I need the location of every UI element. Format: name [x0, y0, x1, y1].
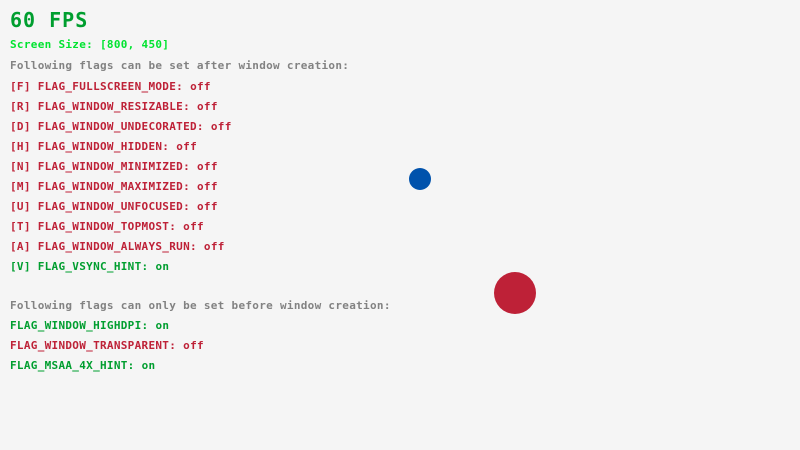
flag-state: on — [141, 359, 156, 372]
flag-row-fullscreen-mode: [F] FLAG_FULLSCREEN_MODE: off — [10, 80, 232, 100]
flag-label: [U] FLAG_WINDOW_UNFOCUSED: — [10, 200, 190, 213]
flag-state: off — [203, 240, 225, 253]
flag-row-window-undecorated: [D] FLAG_WINDOW_UNDECORATED: off — [10, 120, 232, 140]
flag-label: FLAG_MSAA_4X_HINT: — [10, 359, 135, 372]
flag-row-msaa-4x-hint: FLAG_MSAA_4X_HINT: on — [10, 359, 204, 379]
flag-list-before-creation: FLAG_WINDOW_HIGHDPI: on FLAG_WINDOW_TRANS… — [10, 319, 204, 379]
flag-label: [D] FLAG_WINDOW_UNDECORATED: — [10, 120, 204, 133]
flag-row-window-always-run: [A] FLAG_WINDOW_ALWAYS_RUN: off — [10, 240, 232, 260]
flag-label: [F] FLAG_FULLSCREEN_MODE: — [10, 80, 184, 93]
flag-row-vsync-hint: [V] FLAG_VSYNC_HINT: on — [10, 260, 232, 280]
flag-state: off — [183, 339, 204, 352]
flag-state: off — [190, 80, 211, 93]
flag-state: off — [197, 160, 218, 173]
flag-row-window-minimized: [N] FLAG_WINDOW_MINIMIZED: off — [10, 160, 232, 180]
flag-label: [H] FLAG_WINDOW_HIDDEN: — [10, 140, 170, 153]
flag-row-window-topmost: [T] FLAG_WINDOW_TOPMOST: off — [10, 220, 232, 240]
flag-label: [M] FLAG_WINDOW_MAXIMIZED: — [10, 180, 190, 193]
flag-label: FLAG_WINDOW_TRANSPARENT: — [10, 339, 177, 352]
flag-row-window-resizable: [R] FLAG_WINDOW_RESIZABLE: off — [10, 100, 232, 120]
flag-state: off — [197, 100, 218, 113]
flag-label: [T] FLAG_WINDOW_TOPMOST: — [10, 220, 177, 233]
flag-state: off — [197, 180, 218, 193]
section-heading-after-creation: Following flags can be set after window … — [10, 59, 350, 72]
flag-state: off — [176, 140, 197, 153]
flag-state: off — [197, 200, 218, 213]
flag-row-window-hidden: [H] FLAG_WINDOW_HIDDEN: off — [10, 140, 232, 160]
red-ball — [494, 272, 536, 314]
flag-state: off — [210, 120, 232, 133]
flag-row-window-highdpi: FLAG_WINDOW_HIGHDPI: on — [10, 319, 204, 339]
blue-ball — [409, 168, 431, 190]
flag-label: [A] FLAG_WINDOW_ALWAYS_RUN: — [10, 240, 197, 253]
flag-label: [R] FLAG_WINDOW_RESIZABLE: — [10, 100, 190, 113]
flag-label: [V] FLAG_VSYNC_HINT: — [10, 260, 149, 273]
flag-state: off — [183, 220, 204, 233]
flag-list-after-creation: [F] FLAG_FULLSCREEN_MODE: off [R] FLAG_WI… — [10, 80, 232, 280]
flag-label: [N] FLAG_WINDOW_MINIMIZED: — [10, 160, 190, 173]
flag-row-window-unfocused: [U] FLAG_WINDOW_UNFOCUSED: off — [10, 200, 232, 220]
flag-state: on — [155, 260, 170, 273]
flag-label: FLAG_WINDOW_HIGHDPI: — [10, 319, 149, 332]
flag-row-window-transparent: FLAG_WINDOW_TRANSPARENT: off — [10, 339, 204, 359]
section-heading-before-creation: Following flags can only be set before w… — [10, 299, 391, 312]
flag-state: on — [155, 319, 170, 332]
fps-counter: 60 FPS — [10, 8, 89, 32]
flag-row-window-maximized: [M] FLAG_WINDOW_MAXIMIZED: off — [10, 180, 232, 200]
screen-size-label: Screen Size: [800, 450] — [10, 38, 170, 51]
